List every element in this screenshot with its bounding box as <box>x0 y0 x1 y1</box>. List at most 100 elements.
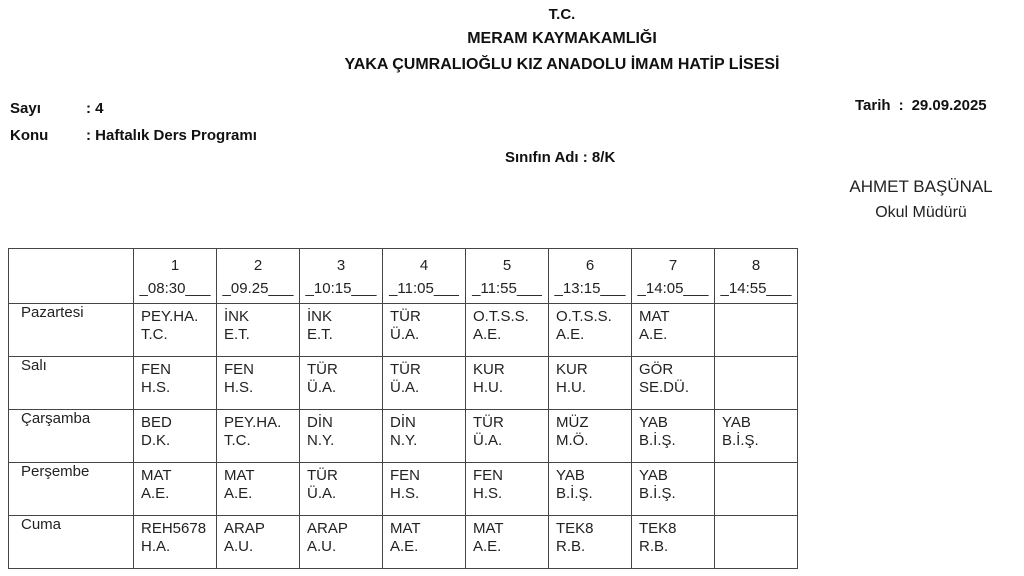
lesson-teacher-initials: R.B. <box>639 538 669 555</box>
lesson-teacher-initials: N.Y. <box>390 432 418 449</box>
lesson-teacher-initials: A.E. <box>639 326 668 343</box>
lesson-cell: PEY.HA. T.C. <box>133 303 217 357</box>
period-start-time: _11:05___ <box>389 280 459 297</box>
lesson-subject: YAB <box>722 414 751 431</box>
lesson-subject: TÜR <box>390 308 421 325</box>
period-number: 3 <box>336 257 346 274</box>
lesson-teacher-initials: Ü.A. <box>390 326 420 343</box>
lesson-teacher-initials: B.İ.Ş. <box>639 432 676 449</box>
lesson-teacher-initials: H.S. <box>390 485 420 502</box>
lesson-subject: DİN <box>307 414 333 431</box>
lesson-cell <box>714 462 798 516</box>
lesson-cell: TÜR Ü.A. <box>382 303 466 357</box>
period-start-time: _09.25___ <box>222 280 294 297</box>
meta-konu-row: Konu : Haftalık Ders Programı <box>10 122 257 149</box>
lesson-subject: İNK <box>307 308 333 325</box>
weekly-schedule-table: 1 _08:30___ 2 _09.25___ 3 _10:15___ 4 _11:05___… <box>8 248 798 569</box>
lesson-subject: MAT <box>639 308 670 325</box>
lesson-subject: TÜR <box>307 467 338 484</box>
period-header-cell: 4 _11:05___ <box>382 248 466 304</box>
lesson-cell: ARAP A.U. <box>299 515 383 569</box>
lesson-cell: O.T.S.S. A.E. <box>465 303 549 357</box>
lesson-teacher-initials: A.E. <box>390 538 419 555</box>
lesson-teacher-initials: Ü.A. <box>390 379 420 396</box>
lesson-subject: TEK8 <box>639 520 677 537</box>
lesson-cell: FEN H.S. <box>465 462 549 516</box>
day-name-cell: Cuma <box>8 515 134 569</box>
lesson-cell <box>714 515 798 569</box>
lesson-subject: O.T.S.S. <box>556 308 612 325</box>
lesson-teacher-initials: H.S. <box>473 485 503 502</box>
lesson-teacher-initials: A.E. <box>556 326 585 343</box>
lesson-subject: O.T.S.S. <box>473 308 529 325</box>
day-column-header <box>8 248 134 304</box>
sayi-label: Sayı <box>10 100 41 117</box>
lesson-teacher-initials: H.S. <box>224 379 254 396</box>
lesson-subject: ARAP <box>224 520 265 537</box>
day-name-cell: Pazartesi <box>8 303 134 357</box>
lesson-teacher-initials: B.İ.Ş. <box>639 485 676 502</box>
period-header-cell: 3 _10:15___ <box>299 248 383 304</box>
day-name-cell: Çarşamba <box>8 409 134 463</box>
konu-label: Konu <box>10 127 49 144</box>
lesson-subject: YAB <box>556 467 585 484</box>
lesson-subject: TÜR <box>473 414 504 431</box>
lesson-cell: TÜR Ü.A. <box>299 356 383 410</box>
lesson-cell: YAB B.İ.Ş. <box>714 409 798 463</box>
table-row: Pazartesi PEY.HA. T.C. İNK E.T. İNK E.T. TÜR Ü.A… <box>8 303 798 357</box>
lesson-cell: TEK8 R.B. <box>631 515 715 569</box>
lesson-teacher-initials: T.C. <box>141 326 168 343</box>
lesson-teacher-initials: M.Ö. <box>556 432 589 449</box>
signature-block: AHMET BAŞÜNAL Okul Müdürü <box>820 175 1022 226</box>
period-header-row: 1 _08:30___ 2 _09.25___ 3 _10:15___ 4 _11:05___… <box>8 248 798 304</box>
konu-value: : Haftalık Ders Programı <box>86 127 257 144</box>
lesson-teacher-initials: Ü.A. <box>307 379 337 396</box>
lesson-teacher-initials: A.E. <box>224 485 253 502</box>
period-header-cell: 8 _14:55___ <box>714 248 798 304</box>
principal-name: AHMET BAŞÜNAL <box>849 177 993 196</box>
lesson-subject: KUR <box>556 361 588 378</box>
sayi-value: : 4 <box>86 100 104 117</box>
period-number: 1 <box>170 257 180 274</box>
lesson-cell: O.T.S.S. A.E. <box>548 303 632 357</box>
lesson-subject: FEN <box>141 361 171 378</box>
lesson-subject: MAT <box>141 467 172 484</box>
lesson-cell: DİN N.Y. <box>299 409 383 463</box>
lesson-teacher-initials: D.K. <box>141 432 171 449</box>
lesson-cell <box>714 356 798 410</box>
lesson-subject: ARAP <box>307 520 348 537</box>
period-number: 6 <box>585 257 595 274</box>
lesson-cell: MAT A.E. <box>133 462 217 516</box>
lesson-cell: TÜR Ü.A. <box>382 356 466 410</box>
date-separator: : <box>898 97 904 114</box>
lesson-teacher-initials: N.Y. <box>307 432 335 449</box>
period-start-time: _08:30___ <box>139 280 211 297</box>
lesson-subject: İNK <box>224 308 250 325</box>
lesson-subject: TÜR <box>390 361 421 378</box>
lesson-subject: MÜZ <box>556 414 589 431</box>
lesson-cell: MAT A.E. <box>216 462 300 516</box>
date-value: 29.09.2025 <box>911 97 987 114</box>
lesson-cell <box>714 303 798 357</box>
lesson-teacher-initials: A.E. <box>473 538 502 555</box>
lesson-cell: ARAP A.U. <box>216 515 300 569</box>
letterhead-tc: T.C. <box>548 6 576 23</box>
lesson-cell: İNK E.T. <box>299 303 383 357</box>
period-start-time: _14:55___ <box>720 280 792 297</box>
lesson-cell: REH5678 H.A. <box>133 515 217 569</box>
lesson-cell: MAT A.E. <box>465 515 549 569</box>
lesson-cell: TEK8 R.B. <box>548 515 632 569</box>
period-start-time: _10:15___ <box>305 280 377 297</box>
lesson-cell: KUR H.U. <box>465 356 549 410</box>
day-name-cell: Salı <box>8 356 134 410</box>
meta-sayi-row: Sayı : 4 <box>10 95 257 122</box>
letterhead-school-name: YAKA ÇUMRALIOĞLU KIZ ANADOLU İMAM HATİP … <box>344 56 780 73</box>
period-number: 2 <box>253 257 263 274</box>
lesson-subject: YAB <box>639 414 668 431</box>
schedule-body: Pazartesi PEY.HA. T.C. İNK E.T. İNK E.T. TÜR Ü.A… <box>8 303 798 569</box>
date-line: Tarih:29.09.2025 <box>855 97 987 114</box>
lesson-subject: KUR <box>473 361 505 378</box>
period-header-cell: 1 _08:30___ <box>133 248 217 304</box>
principal-title: Okul Müdürü <box>875 204 967 221</box>
lesson-subject: PEY.HA. <box>224 414 282 431</box>
